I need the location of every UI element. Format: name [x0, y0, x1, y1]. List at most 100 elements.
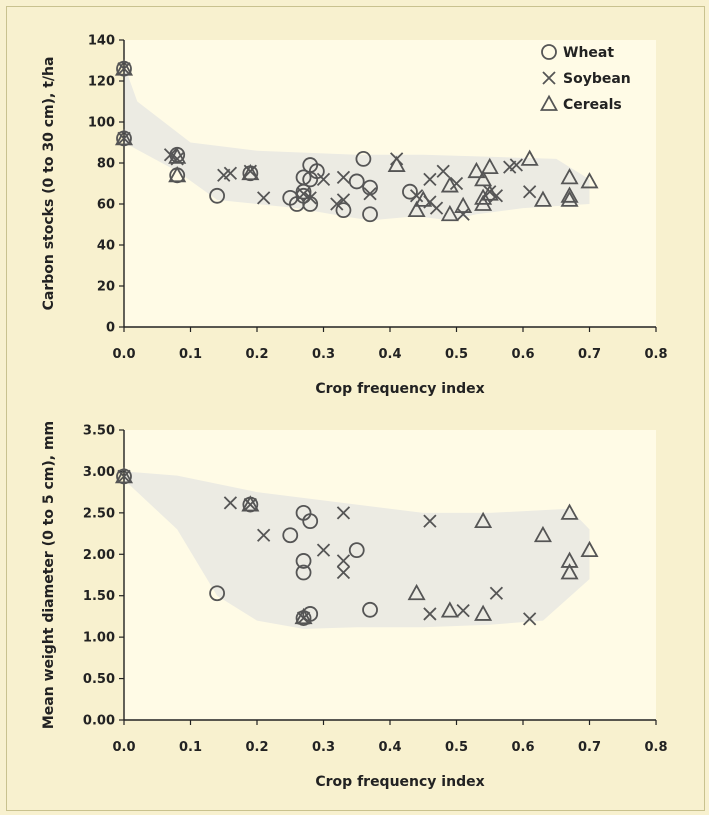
- x-tick-label: 0.3: [312, 740, 335, 755]
- x-tick-label: 0.0: [112, 347, 135, 362]
- cereals-point: [387, 155, 406, 172]
- cereals-point: [560, 186, 579, 203]
- wheat-point: [402, 183, 418, 200]
- cereals-point: [440, 601, 459, 618]
- soybean-point: [117, 131, 131, 146]
- x-tick-label: 0.0: [112, 740, 135, 755]
- y-tick-label: 40: [97, 239, 115, 254]
- soybean-point: [423, 172, 437, 187]
- cereals-point: [560, 551, 579, 568]
- soybean-point: [363, 187, 377, 201]
- cereals-point: [560, 167, 579, 185]
- soybean-point: [409, 189, 424, 203]
- soybean-point: [429, 201, 444, 215]
- soybean-point: [316, 543, 331, 557]
- legend-wheat-label: Wheat: [563, 45, 614, 61]
- cereals-point: [294, 607, 313, 625]
- data-envelope: [124, 64, 590, 221]
- x-tick-label: 0.4: [378, 740, 401, 755]
- soybean-point: [336, 506, 351, 520]
- y-tick-label: 100: [88, 116, 115, 131]
- soybean-point: [257, 528, 271, 542]
- series-cereals: [114, 59, 599, 222]
- soybean-point: [257, 191, 271, 205]
- legend-wheat-marker: [541, 44, 557, 60]
- y-tick-label: 140: [88, 34, 115, 49]
- series-cereals: [114, 467, 599, 625]
- y-tick-label: 0.00: [83, 714, 115, 729]
- x-tick-label: 0.7: [578, 740, 601, 755]
- cereals-point: [560, 190, 579, 207]
- wheat-point: [295, 553, 312, 569]
- x-tick-label: 0.3: [312, 347, 335, 362]
- soybean-point: [336, 565, 351, 580]
- soybean-point: [489, 586, 504, 600]
- soybean-point: [509, 158, 523, 172]
- x-tick-label: 0.5: [445, 740, 468, 755]
- wheat-point: [308, 163, 325, 180]
- cereals-point: [580, 540, 599, 558]
- wheat-point: [209, 187, 226, 204]
- series-wheat: [116, 468, 378, 626]
- cereals-point: [407, 583, 426, 601]
- cereals-point: [407, 200, 426, 218]
- cereals-point: [560, 563, 579, 580]
- chart-panel-2: 0.00 0.50 1.00 1.50 2.00 2.50 3.00 3.50 0.0 0.1 0.…: [41, 421, 668, 790]
- legend-soybean-label: Soybean: [563, 71, 631, 87]
- soybean-point: [243, 497, 257, 512]
- x-tick-label: 0.6: [511, 740, 534, 755]
- x-tick-label: 0.5: [445, 347, 468, 362]
- y-tick-label: 120: [88, 75, 115, 90]
- wheat-point: [282, 527, 299, 544]
- cereals-point: [520, 149, 539, 166]
- wheat-point: [209, 585, 226, 602]
- cereals-point: [114, 467, 134, 484]
- x-tick-label: 0.6: [511, 347, 534, 362]
- soybean-point: [336, 193, 351, 207]
- soybean-point: [117, 469, 131, 484]
- legend-soybean-marker: [542, 71, 556, 85]
- soybean-point: [456, 603, 470, 618]
- cereals-point: [474, 194, 493, 211]
- soybean-point: [163, 148, 178, 162]
- cereals-point: [533, 190, 552, 207]
- cereals-point: [474, 604, 493, 621]
- soybean-point: [336, 170, 351, 184]
- cereals-point: [114, 59, 134, 76]
- cereals-point: [474, 170, 493, 187]
- soybean-point: [296, 611, 311, 625]
- legend: Wheat Soybean Cereals: [539, 44, 631, 113]
- cereals-point: [474, 511, 493, 529]
- wheat-point: [348, 542, 365, 559]
- wheat-point: [362, 601, 378, 618]
- wheat-point: [302, 513, 319, 530]
- x-tick-label: 0.2: [245, 740, 268, 755]
- soybean-point: [243, 164, 257, 178]
- soybean-point: [336, 554, 351, 568]
- soybean-point: [223, 166, 238, 180]
- y-axis-title: Carbon stocks (0 to 30 cm), t/ha: [41, 57, 57, 311]
- soybean-point: [117, 62, 131, 76]
- wheat-point: [348, 173, 365, 190]
- cereals-point: [241, 495, 260, 512]
- series-soybean: [117, 469, 537, 626]
- wheat-point: [335, 202, 352, 219]
- cereals-point: [114, 129, 134, 146]
- cereals-point: [480, 157, 499, 175]
- soybean-point: [523, 612, 537, 626]
- soybean-point: [436, 164, 450, 178]
- x-tick-label: 0.2: [245, 347, 268, 362]
- y-tick-label: 1.50: [83, 589, 115, 604]
- chart-panel-1: 0 20 40 60 80 100 120 140 0.0 0.1 0.2 0.3 0.4 0.5 0.6 0…: [41, 34, 668, 398]
- x-tick-label: 0.8: [644, 740, 667, 755]
- soybean-point: [456, 207, 470, 221]
- legend-cereals-label: Cereals: [563, 97, 622, 113]
- cereals-point: [560, 503, 579, 520]
- x-tick-label: 0.1: [179, 740, 202, 755]
- y-tick-label: 60: [97, 198, 115, 213]
- y-tick-label: 3.00: [83, 465, 115, 480]
- y-tick-label: 20: [97, 280, 115, 295]
- cereals-point: [474, 188, 493, 205]
- soybean-point: [330, 197, 344, 211]
